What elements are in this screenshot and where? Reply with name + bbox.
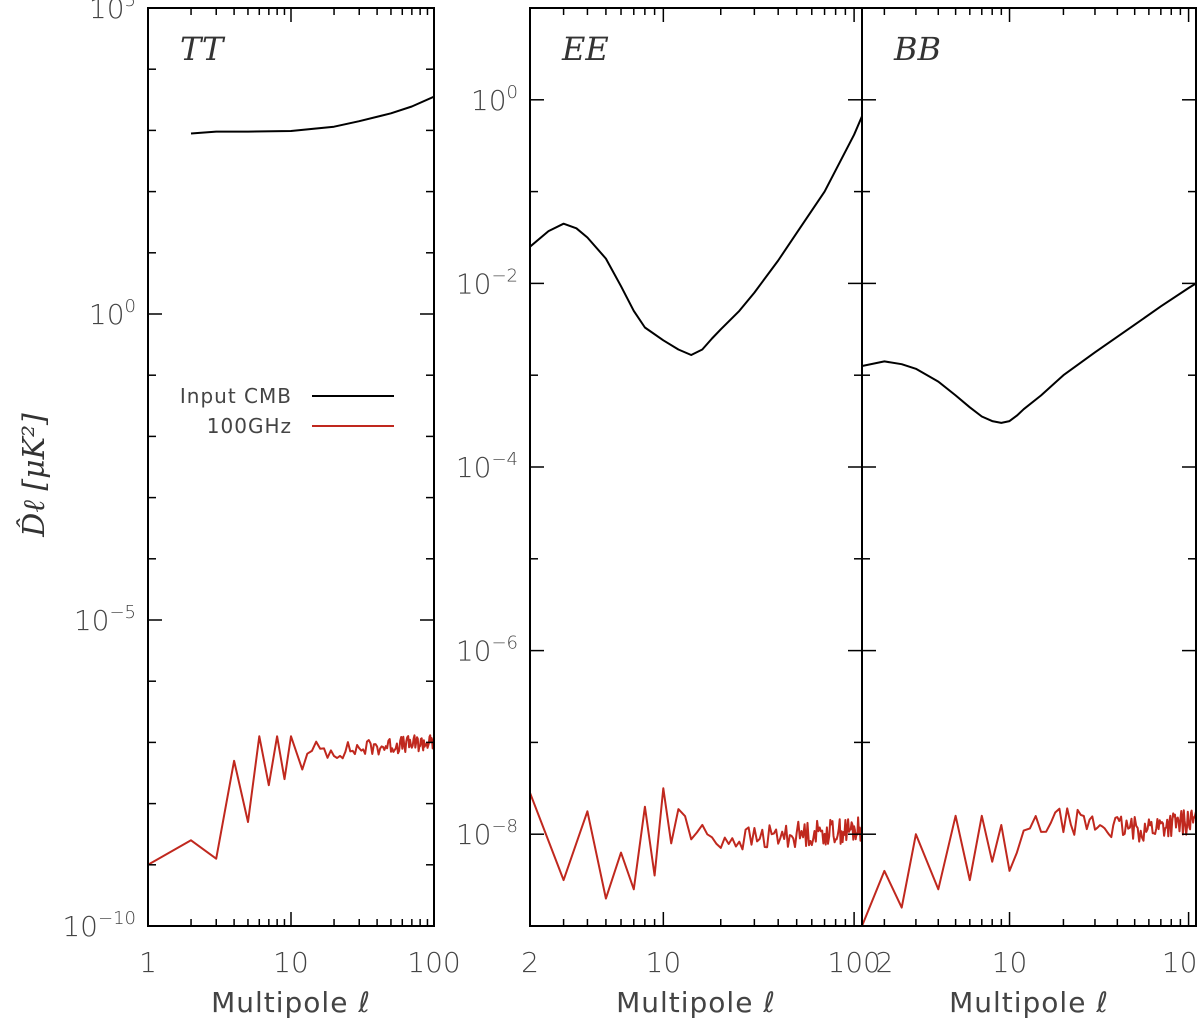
x-axis-title: Multipole ℓ xyxy=(949,986,1109,1019)
series-group xyxy=(862,282,1196,926)
y-tick-label: 10−6 xyxy=(456,633,518,668)
panels: 1 10 100 105 100 10−5 10−10 Multipole ℓ TT Input … xyxy=(62,0,1200,1019)
series-group xyxy=(148,95,434,866)
y-tick-label: 10−2 xyxy=(456,265,518,300)
x-tick-label: 100 xyxy=(827,946,880,979)
legend: Input CMB 100GHz xyxy=(180,384,394,438)
x-tick-label: 100 xyxy=(407,946,460,979)
series-100ghz xyxy=(862,807,1196,926)
y-tick-label: 10−4 xyxy=(456,449,518,484)
plot-frame xyxy=(529,7,863,927)
x-tick-label: 10 xyxy=(273,946,309,979)
series-input-cmb xyxy=(862,282,1196,424)
series-group xyxy=(530,115,862,900)
x-axis-title: Multipole ℓ xyxy=(616,986,776,1019)
y-tick-label: 100 xyxy=(471,82,518,117)
ticks xyxy=(529,7,862,927)
y-tick-label: 10−5 xyxy=(74,602,136,637)
y-tick-label: 100 xyxy=(89,296,136,331)
ticks xyxy=(147,7,435,927)
series-100ghz xyxy=(148,734,434,866)
x-axis-title: Multipole ℓ xyxy=(211,986,371,1019)
x-tick-label: 100 xyxy=(1162,946,1200,979)
panel-title: BB xyxy=(893,30,941,68)
panel-title: TT xyxy=(180,30,226,68)
y-tick-label: 10−10 xyxy=(62,908,136,943)
ticks xyxy=(862,7,1196,927)
legend-label: 100GHz xyxy=(207,414,292,438)
y-tick-label: 10−8 xyxy=(456,816,518,851)
panel-title: EE xyxy=(561,30,609,68)
panel-tt: 1 10 100 105 100 10−5 10−10 Multipole ℓ TT Input … xyxy=(62,0,460,1019)
y-tick-label: 105 xyxy=(89,0,136,25)
series-100ghz xyxy=(530,787,862,900)
series-input-cmb xyxy=(530,115,862,356)
panel-bb: 2 10 100 Multipole ℓ BB xyxy=(861,7,1200,1019)
legend-label: Input CMB xyxy=(180,384,292,408)
x-tick-label: 2 xyxy=(875,946,893,979)
x-tick-label: 1 xyxy=(139,946,157,979)
series-input-cmb xyxy=(190,95,434,135)
x-tick-label: 10 xyxy=(992,946,1028,979)
plot-frame xyxy=(147,7,435,927)
y-axis-label: D̂ℓ [μK²] xyxy=(17,413,52,538)
x-tick-label: 2 xyxy=(521,946,539,979)
x-tick-label: 10 xyxy=(646,946,682,979)
panel-ee: 2 10 100 100 10−2 10−4 10−6 10−8 Multipole ℓ EE xyxy=(456,7,881,1019)
plot-frame xyxy=(861,7,1197,927)
